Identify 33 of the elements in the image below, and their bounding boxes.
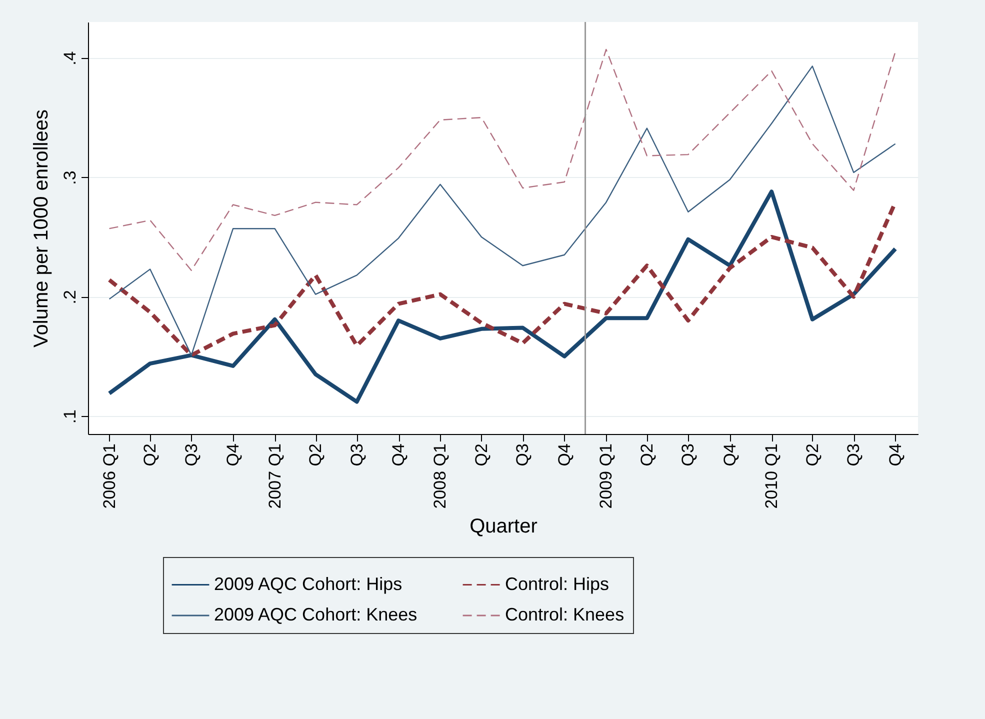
- x-tick-label: Q2: [472, 444, 491, 466]
- x-tick-label: Q3: [347, 444, 366, 466]
- x-axis-title: Quarter: [470, 516, 538, 538]
- x-tick-label: Q2: [637, 444, 656, 466]
- x-tick-label: Q4: [720, 444, 740, 466]
- x-tick-label: Q2: [306, 444, 326, 466]
- x-tick-label: Q4: [886, 444, 905, 466]
- legend-label: 2009 AQC Cohort: Knees: [214, 604, 418, 624]
- line-series: [108, 48, 896, 271]
- x-tick-label: 2007 Q1: [265, 444, 284, 509]
- x-tick-label: 2006 Q1: [100, 444, 119, 509]
- x-tick-label: 2010 Q1: [762, 444, 782, 509]
- y-tick-label: .4: [60, 51, 80, 66]
- y-tick-label: .3: [60, 170, 80, 185]
- y-axis-title: Volume per 1000 enrollees: [30, 110, 52, 348]
- x-tick-label: Q3: [182, 444, 201, 466]
- legend-label: 2009 AQC Cohort: Hips: [214, 574, 402, 594]
- x-tick-label: Q2: [802, 444, 822, 466]
- x-tick-label: Q4: [554, 444, 574, 466]
- legend-label: Control: Hips: [505, 574, 610, 594]
- x-tick-label: Q3: [513, 444, 532, 466]
- legend-label: Control: Knees: [505, 604, 624, 624]
- x-tick-label: Q2: [140, 444, 160, 466]
- x-tick-label: 2009 Q1: [596, 444, 616, 509]
- y-tick-label: .2: [60, 290, 80, 304]
- x-tick-label: 2008 Q1: [430, 444, 450, 509]
- x-tick-label: Q4: [224, 444, 243, 466]
- x-tick-label: Q3: [844, 444, 864, 466]
- x-tick-label: Q3: [678, 444, 698, 466]
- line-series: [108, 66, 896, 356]
- line-series: [107, 190, 898, 404]
- x-tick-label: Q4: [389, 444, 408, 466]
- y-tick-label: .1: [60, 409, 80, 424]
